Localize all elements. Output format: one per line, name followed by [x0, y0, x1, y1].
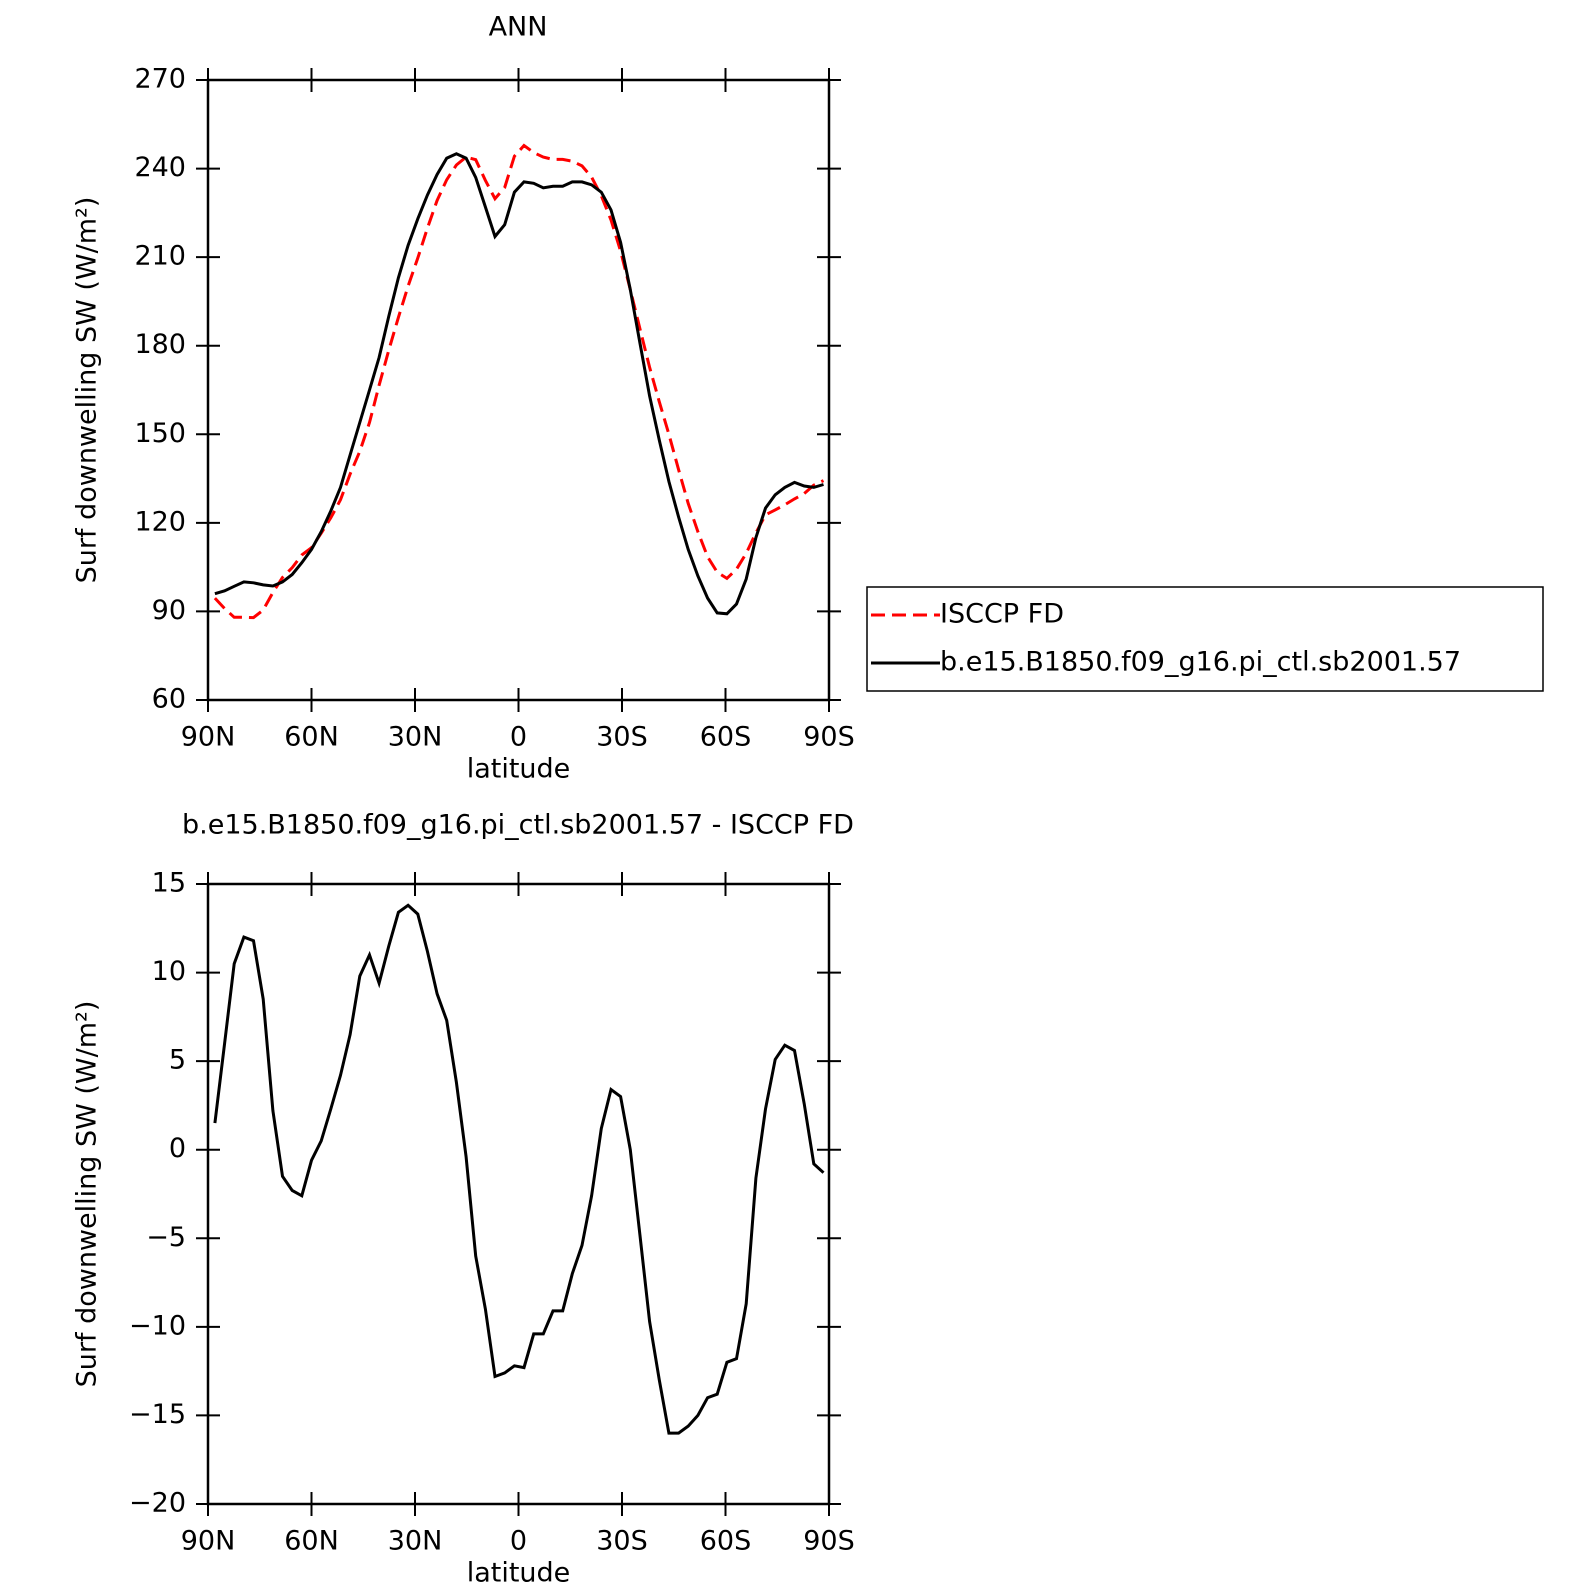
x-tick-label: 60S: [700, 1526, 752, 1557]
y-tick-label: 210: [134, 241, 186, 272]
x-tick-label: 0: [510, 1526, 527, 1557]
x-axis-label: latitude: [467, 754, 571, 785]
x-tick-label: 30S: [596, 1526, 648, 1557]
legend-label: ISCCP FD: [940, 599, 1064, 630]
y-tick-label: −20: [129, 1488, 186, 1519]
plot-frame: [206, 78, 831, 702]
x-axis-label: latitude: [467, 1558, 571, 1589]
x-tick-label: 30N: [388, 1526, 443, 1557]
y-tick-label: 240: [134, 152, 186, 183]
plot-frame: [206, 882, 831, 1506]
x-tick-label: 30S: [596, 722, 648, 753]
y-tick-label: 180: [134, 329, 186, 360]
chart-title: b.e15.B1850.f09_g16.pi_ctl.sb2001.57 - I…: [182, 810, 854, 841]
x-tick-label: 90S: [803, 1526, 855, 1557]
y-tick-label: 120: [134, 506, 186, 537]
x-tick-label: 0: [510, 722, 527, 753]
y-tick-label: −5: [146, 1222, 186, 1253]
y-axis-label: Surf downwelling SW (W/m²): [72, 1001, 103, 1388]
series-line: [213, 903, 825, 1435]
y-tick-label: 270: [134, 64, 186, 95]
x-tick-label: 60N: [284, 1526, 339, 1557]
x-tick-label: 90N: [181, 722, 236, 753]
series-line: [214, 152, 824, 616]
y-tick-label: 0: [169, 1133, 186, 1164]
legend-box: [866, 586, 1544, 692]
x-tick-label: 90S: [803, 722, 855, 753]
x-tick-label: 60N: [284, 722, 339, 753]
x-tick-label: 90N: [181, 1526, 236, 1557]
x-tick-label: 60S: [700, 722, 752, 753]
y-tick-label: 10: [152, 956, 186, 987]
y-tick-label: −15: [129, 1399, 186, 1430]
y-tick-label: 15: [152, 868, 186, 899]
y-tick-label: 150: [134, 418, 186, 449]
y-tick-label: 60: [152, 684, 186, 715]
x-tick-label: 30N: [388, 722, 443, 753]
legend-label: b.e15.B1850.f09_g16.pi_ctl.sb2001.57: [940, 647, 1461, 678]
chart-title: ANN: [489, 12, 548, 43]
y-tick-label: 5: [169, 1045, 186, 1076]
y-tick-label: 90: [152, 595, 186, 626]
y-tick-label: −10: [129, 1310, 186, 1341]
y-axis-label: Surf downwelling SW (W/m²): [72, 197, 103, 584]
